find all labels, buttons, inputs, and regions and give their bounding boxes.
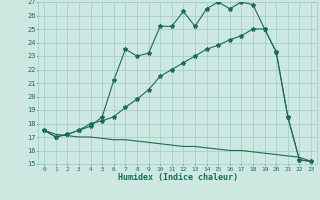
X-axis label: Humidex (Indice chaleur): Humidex (Indice chaleur) <box>118 173 238 182</box>
